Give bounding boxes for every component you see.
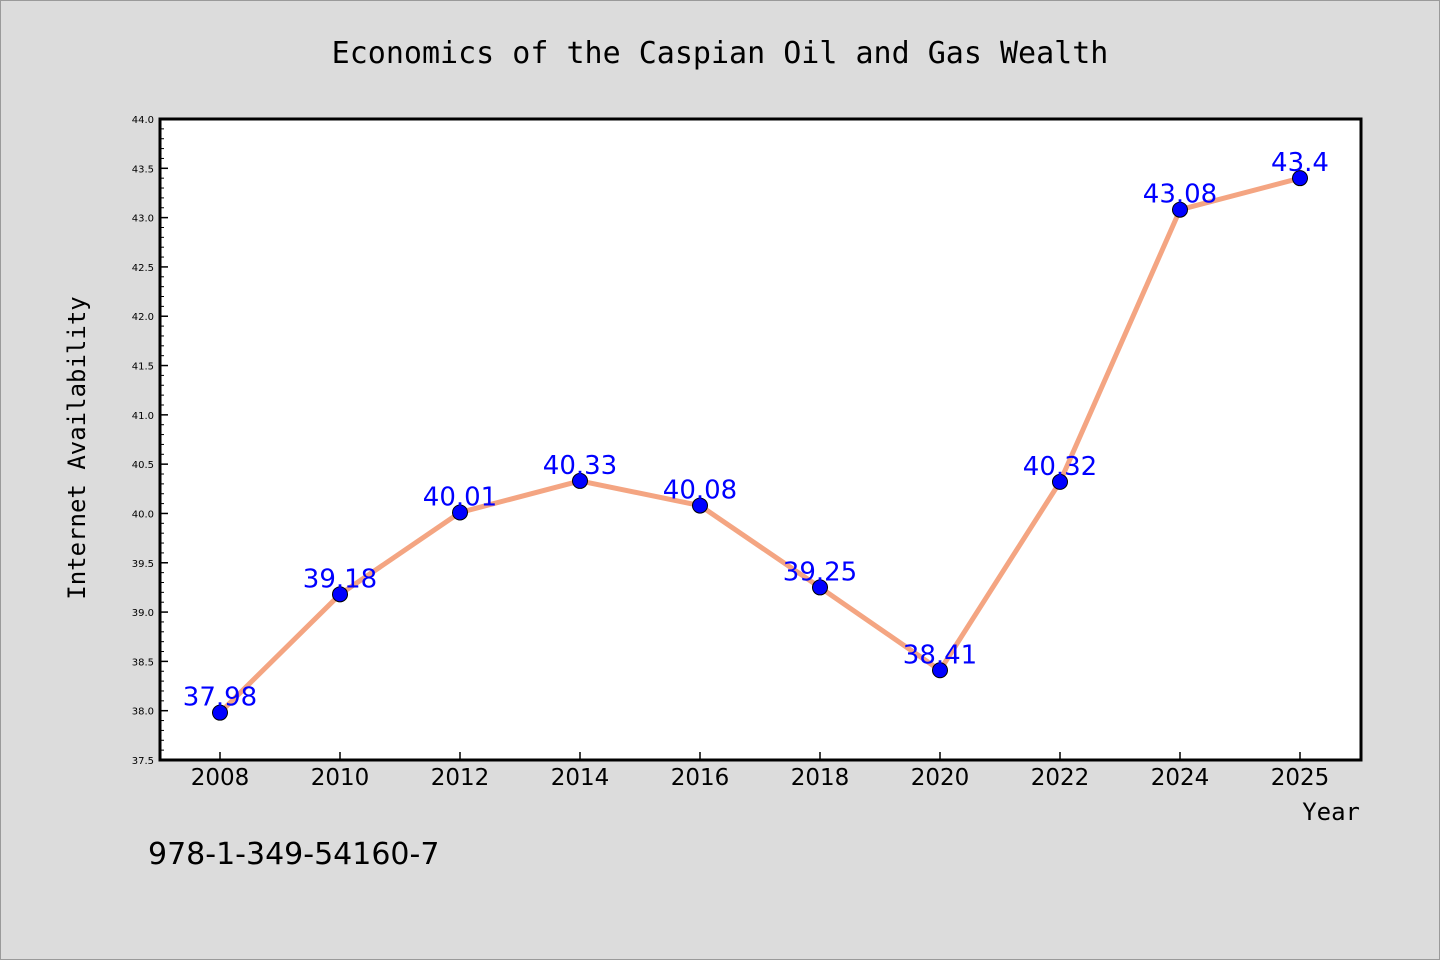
y-tick-label: 40.0 xyxy=(132,509,154,520)
x-tick-label: 2008 xyxy=(191,765,250,791)
y-axis-label: Internet Availability xyxy=(63,296,91,599)
data-point xyxy=(812,579,828,596)
x-tick-label: 2012 xyxy=(431,765,490,791)
x-tick-label: 2020 xyxy=(911,765,970,791)
x-tick-label: 2025 xyxy=(1271,765,1330,791)
data-point xyxy=(332,586,348,603)
x-tick-label: 2018 xyxy=(791,765,850,791)
data-point xyxy=(572,472,588,489)
data-point xyxy=(452,504,468,521)
data-label: 40.32 xyxy=(1023,452,1097,482)
y-tick-label: 42.5 xyxy=(132,263,154,274)
y-tick-label: 43.5 xyxy=(132,164,154,175)
data-point xyxy=(692,497,708,514)
data-label: 39.25 xyxy=(783,557,857,587)
y-tick-label: 41.5 xyxy=(132,362,154,373)
series-line xyxy=(218,175,1301,715)
data-label: 39.18 xyxy=(303,564,377,594)
x-axis-label: Year xyxy=(1302,798,1360,826)
y-tick-label: 43.0 xyxy=(132,214,154,225)
data-point xyxy=(1292,170,1308,187)
data-label: 37.98 xyxy=(183,683,257,713)
data-label: 38.41 xyxy=(903,640,977,670)
y-axis: 37.5 38.0 38.5 39.0 39.5 40.0 40.5 41.0 41.5 42.0… xyxy=(132,115,168,767)
y-tick-label: 38.5 xyxy=(132,657,154,668)
x-tick-label: 2024 xyxy=(1151,765,1210,791)
x-tick-label: 2014 xyxy=(551,765,610,791)
chart-title: Economics of the Caspian Oil and Gas Wea… xyxy=(332,36,1109,71)
y-tick-label: 39.5 xyxy=(132,559,154,570)
y-tick-label: 39.0 xyxy=(132,608,154,619)
y-tick-label: 41.0 xyxy=(132,411,154,422)
data-point xyxy=(212,704,228,721)
data-label: 40.08 xyxy=(663,476,737,506)
data-point xyxy=(1052,473,1068,490)
data-label: 40.33 xyxy=(543,451,617,481)
x-tick-label: 2010 xyxy=(311,765,370,791)
plot-area xyxy=(158,117,1363,762)
data-label: 43.4 xyxy=(1271,148,1329,178)
x-tick-label: 2022 xyxy=(1031,765,1090,791)
x-tick-label: 2016 xyxy=(671,765,730,791)
y-tick-label: 42.0 xyxy=(132,312,154,323)
y-tick-label: 40.5 xyxy=(132,460,154,471)
y-tick-label: 44.0 xyxy=(132,115,154,126)
y-tick-label: 37.5 xyxy=(132,756,154,767)
data-label: 40.01 xyxy=(423,482,497,512)
data-label: 43.08 xyxy=(1143,180,1217,210)
y-tick-label: 38.0 xyxy=(132,707,154,718)
data-labels: 37.98 39.18 40.01 40.33 40.08 39.25 38.41 40.32… xyxy=(183,148,1329,712)
data-point xyxy=(1172,201,1188,218)
data-markers xyxy=(212,170,1308,721)
footer-isbn: 978-1-349-54160-7 xyxy=(148,837,439,872)
data-point xyxy=(932,662,948,679)
x-axis: 2008 2010 2012 2014 2016 2018 2020 2022 2024 2025 xyxy=(191,752,1330,791)
